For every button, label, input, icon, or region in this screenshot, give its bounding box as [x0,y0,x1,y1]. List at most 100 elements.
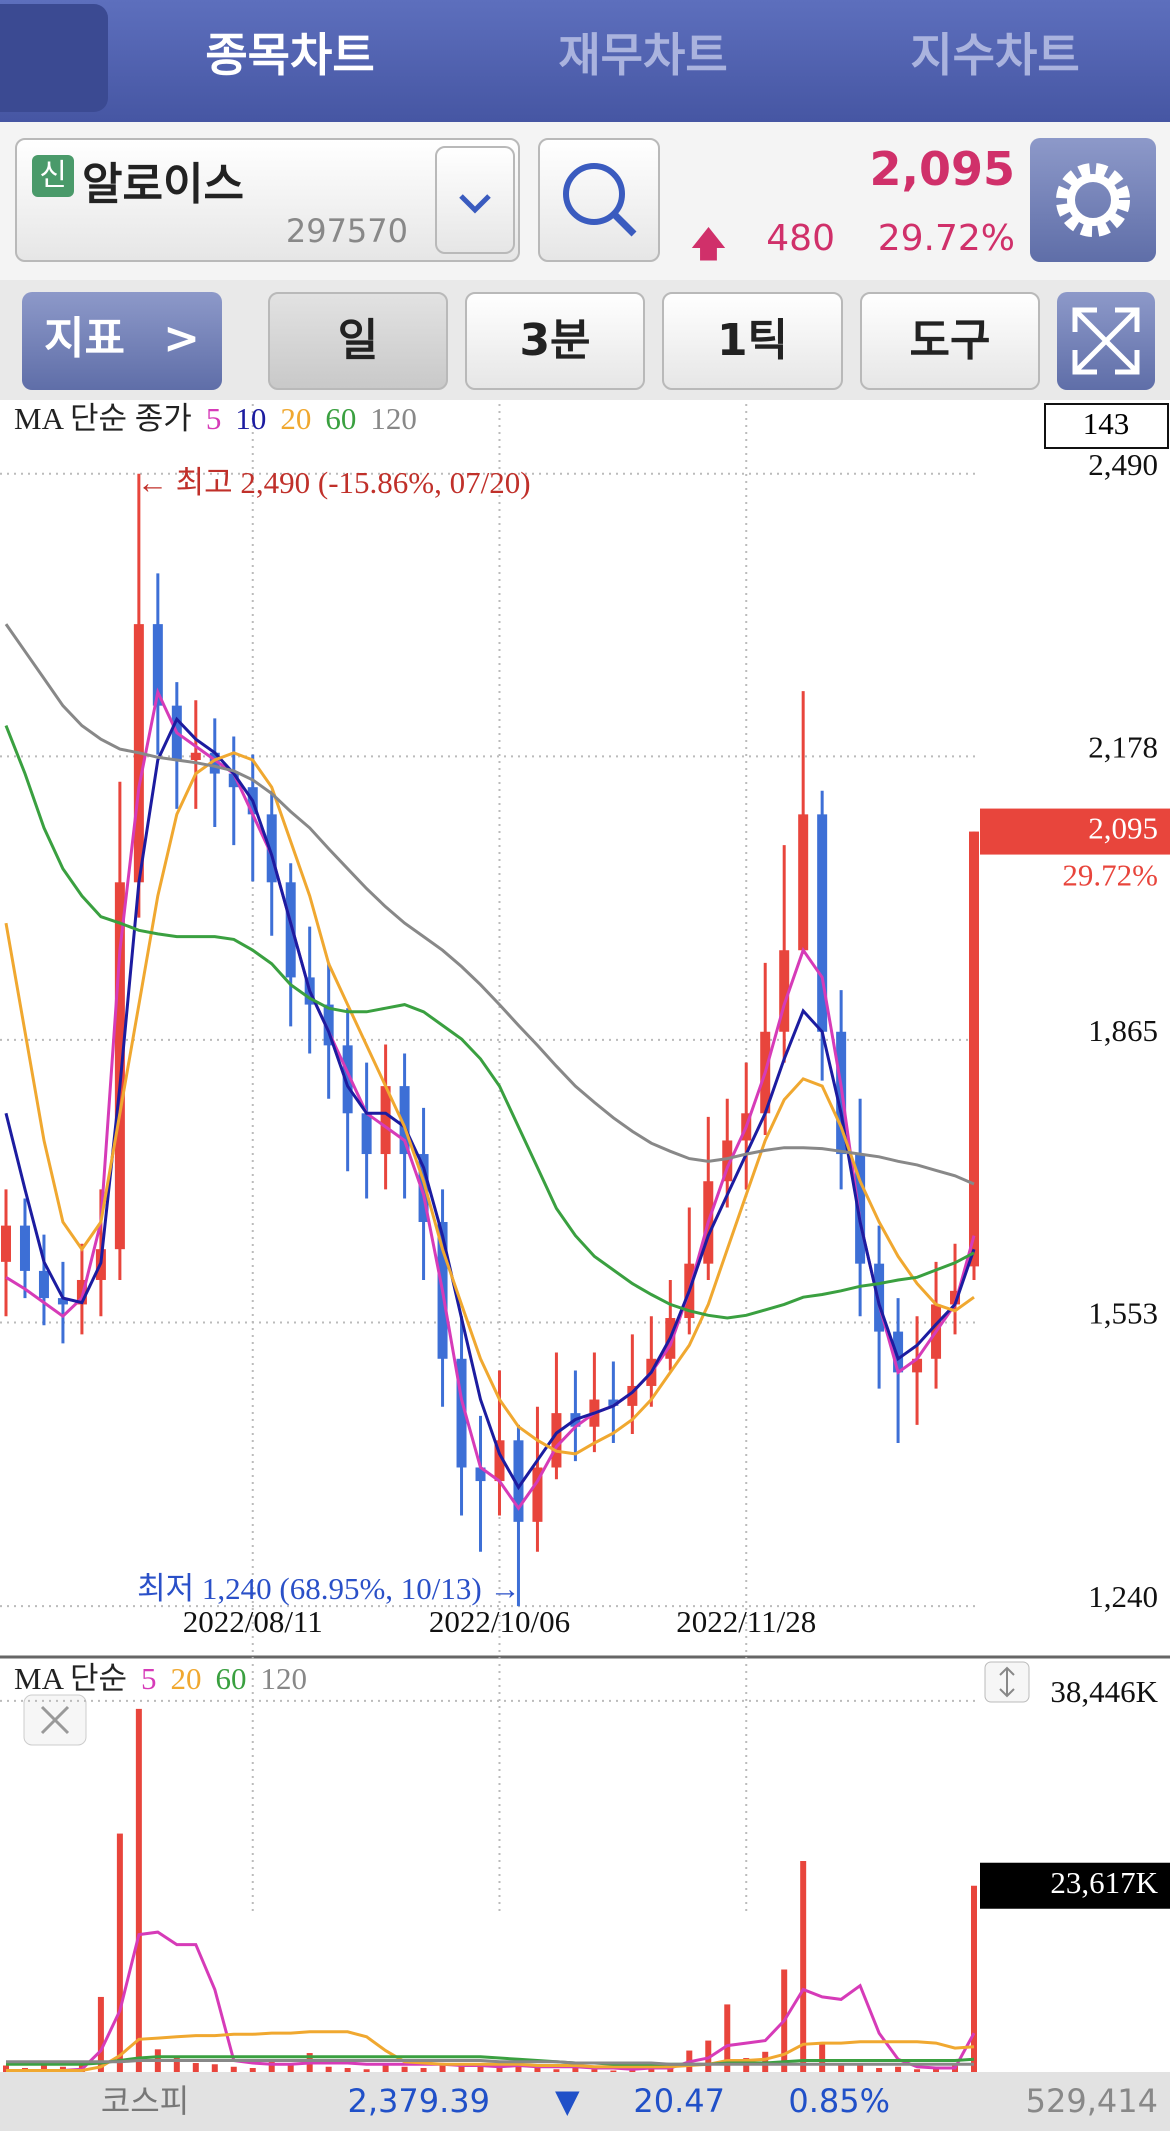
count-label: 143 [1083,406,1130,441]
volume-bar [135,1708,142,2072]
candle-body [114,882,125,1250]
candle-body [190,752,201,761]
stock-code: 297570 [285,212,408,250]
candle-body [513,1440,524,1522]
volume-bar [192,2063,199,2072]
candle-body [323,1004,334,1046]
ma-line [6,2059,974,2066]
candle-body [285,882,296,978]
volume-bar [268,2061,275,2072]
candle-body [874,1263,885,1332]
expand-icon [1072,307,1140,375]
candle-body [722,1140,733,1182]
volume-bar [724,2004,731,2072]
nav-bar [0,0,1170,122]
index-name: 코스피 [100,2082,190,2120]
volume-bar [895,2066,902,2072]
legend-entry: 10 [235,401,266,436]
price-change: 480 [766,218,835,259]
dropdown-button[interactable] [435,146,515,254]
index-value: 2,379.39 [347,2082,491,2120]
volume-bar [230,2066,237,2072]
volume-bar [876,2068,883,2072]
last-change-label: 29.72% [1062,858,1158,893]
volume-bar [287,2065,294,2072]
y-tick-label: 38,446K [1050,1674,1158,1709]
price-change-pct: 29.72% [877,218,1015,259]
back-button[interactable] [0,4,108,112]
candle-body [152,624,163,706]
indicator-button[interactable]: 지표 > [22,292,222,390]
volume-bar [477,2066,484,2072]
volume-bar [591,2069,598,2072]
candle-body [361,1113,372,1155]
last-volume-box [980,1862,1170,1909]
ma-line [4,725,975,1320]
index-direction: ▼ [555,2082,580,2120]
candle-body [798,814,809,951]
volume-bar [800,1861,807,2072]
ma-line [4,716,976,1491]
x-tick-label: 2022/10/06 [429,1604,570,1639]
candle-body [475,1467,486,1482]
tab-active[interactable]: 종목차트 [205,28,375,82]
gear-icon [1056,163,1130,237]
price: 2,095 [869,142,1015,196]
candle-body [19,1225,30,1271]
legend-entry: 20 [171,1661,202,1696]
candle-body [950,1290,961,1305]
y-tick-label: 1,865 [1088,1013,1158,1048]
ma-line [6,2030,975,2072]
candle-body [418,1154,429,1222]
indicator-label: 지표 [44,313,125,364]
close-icon [40,1705,70,1735]
candle-body [266,814,277,883]
chevron [459,194,491,214]
tools-button[interactable]: 도구 [860,292,1040,390]
volume-bar [439,2063,446,2072]
volume-bar [496,2068,503,2072]
index-change: 20.47 [633,2082,725,2120]
count-box [1044,403,1169,449]
volume-bar [382,2064,389,2072]
legend-title: MA 단순 종가 [14,401,192,436]
settings-button[interactable] [1030,138,1156,262]
legend-entry: 60 [216,1661,247,1696]
volume-bar [325,2066,332,2072]
ma-line [5,687,976,1511]
expand-button[interactable] [1057,292,1155,390]
volume-bar [344,2068,351,2072]
volume-bar [363,2069,370,2072]
volume-bar [173,2058,180,2072]
legend-entry: 60 [325,401,356,436]
candle-body [57,1298,68,1305]
ma-line [17,1930,976,2072]
volume-bar [914,2069,921,2072]
ma-line [4,623,975,1186]
volume-bar [857,2065,864,2072]
candle-body [912,1358,923,1373]
tab[interactable]: 재무차트 [558,28,728,82]
legend-title: MA 단순 [14,1661,127,1696]
minute-button[interactable]: 3분 [465,292,645,390]
legend-entry: 120 [261,1661,308,1696]
candle-body [380,1086,391,1155]
candle-body [969,831,979,1267]
high-annotation: ← 최고 2,490 (-15.86%, 07/20) [137,465,531,500]
tick-button[interactable]: 1틱 [662,292,843,390]
volume-bar [401,2066,408,2072]
candle-body [456,1358,467,1468]
period-button[interactable]: 일 [268,292,448,390]
x-tick-label: 2022/11/28 [676,1604,816,1639]
volume-bar [838,2063,845,2072]
legend: MA 단순 종가 5 10 20 60 120 [14,401,417,436]
volume-bar [610,2070,617,2072]
chart-area: 1,240 1,553 1,865 2,178 2,490 2022/08/11 2022/… [0,401,1170,2072]
candle-body [38,1270,49,1299]
stock-name: 알로이스 [82,159,244,210]
x-tick-label: 2022/08/11 [183,1604,323,1639]
tab[interactable]: 지수차트 [910,28,1080,82]
last-volume-label: 23,617K [1050,1865,1158,1900]
index-change-pct: 0.85% [788,2082,890,2120]
search-button[interactable] [538,138,660,262]
